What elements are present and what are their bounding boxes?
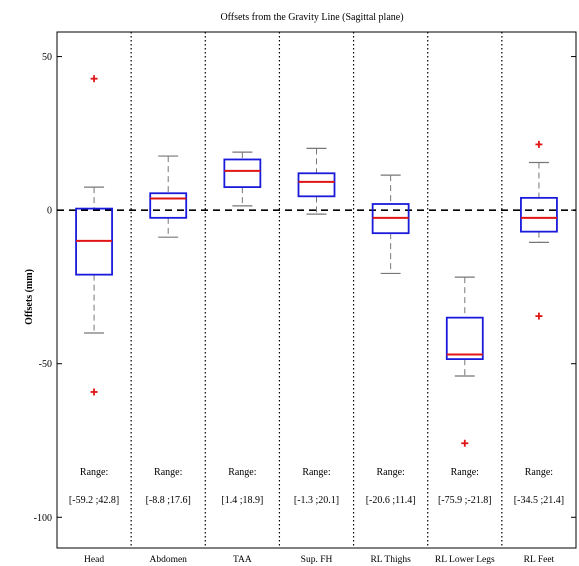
range-value: [-59.2 ;42.8] — [69, 495, 119, 506]
x-tick-label-7: RL Feet — [524, 555, 555, 565]
outlier-marker-1 — [461, 439, 469, 447]
range-label: Range: — [525, 467, 553, 478]
x-tick-label-4: Sup. FH — [301, 555, 333, 565]
box-3: Range: [1.4 ;18.9] — [221, 151, 263, 506]
x-tick-label-2: Abdomen — [149, 555, 187, 565]
iqr-box — [520, 196, 558, 233]
range-label: Range: — [451, 467, 479, 478]
outlier-marker-1 — [535, 140, 543, 148]
x-tick-label-6: RL Lower Legs — [435, 555, 495, 565]
range-value: [-8.8 ;17.6] — [146, 495, 191, 506]
box-5: Range: [-20.6 ;11.4] — [366, 174, 416, 506]
plot-area — [56, 31, 577, 549]
range-value: [-34.5 ;21.4] — [514, 495, 564, 506]
range-value: [-75.9 ;-21.8] — [438, 495, 492, 506]
iqr-box — [445, 316, 484, 361]
box-7: Range: [-34.5 ;21.4] — [514, 140, 564, 506]
x-tick-label-3: TAA — [233, 555, 252, 565]
x-tick-label-1: Head — [84, 555, 104, 565]
chart-title: Offsets from the Gravity Line (Sagittal … — [220, 12, 403, 23]
outlier-marker-2 — [90, 388, 98, 396]
y-axis-label: Offsets (mm) — [24, 269, 35, 325]
y-tick-label--50: -50 — [39, 359, 52, 370]
range-label: Range: — [376, 467, 404, 478]
range-label: Range: — [302, 467, 330, 478]
box-1: Range: [-59.2 ;42.8] — [69, 75, 119, 506]
box-6: Range: [-75.9 ;-21.8] — [438, 276, 492, 506]
y-axis: 50 0 -50 -100 — [34, 52, 576, 524]
iqr-box — [223, 158, 262, 189]
range-label: Range: — [154, 467, 182, 478]
y-tick-label-0: 0 — [47, 206, 52, 217]
x-axis: Head Abdomen TAA Sup. FH RL Thighs RL Lower L… — [84, 555, 554, 565]
iqr-box — [297, 172, 336, 198]
y-tick-label-50: 50 — [42, 52, 52, 63]
range-label: Range: — [80, 467, 108, 478]
box-4: Range: [-1.3 ;20.1] — [294, 147, 339, 506]
outlier-marker-2 — [535, 312, 543, 320]
range-label: Range: — [228, 467, 256, 478]
outlier-marker-1 — [90, 75, 98, 83]
box-2: Range: [-8.8 ;17.6] — [146, 155, 191, 506]
range-value: [-20.6 ;11.4] — [366, 495, 416, 506]
y-tick-label--100: -100 — [34, 513, 52, 524]
range-value: [1.4 ;18.9] — [221, 495, 263, 506]
range-value: [-1.3 ;20.1] — [294, 495, 339, 506]
iqr-box — [149, 192, 188, 219]
box-series: Range:[-59.2 ;42.8]Range:[-8.8 ;17.6]Ran… — [69, 75, 564, 506]
x-tick-label-5: RL Thighs — [370, 555, 411, 565]
